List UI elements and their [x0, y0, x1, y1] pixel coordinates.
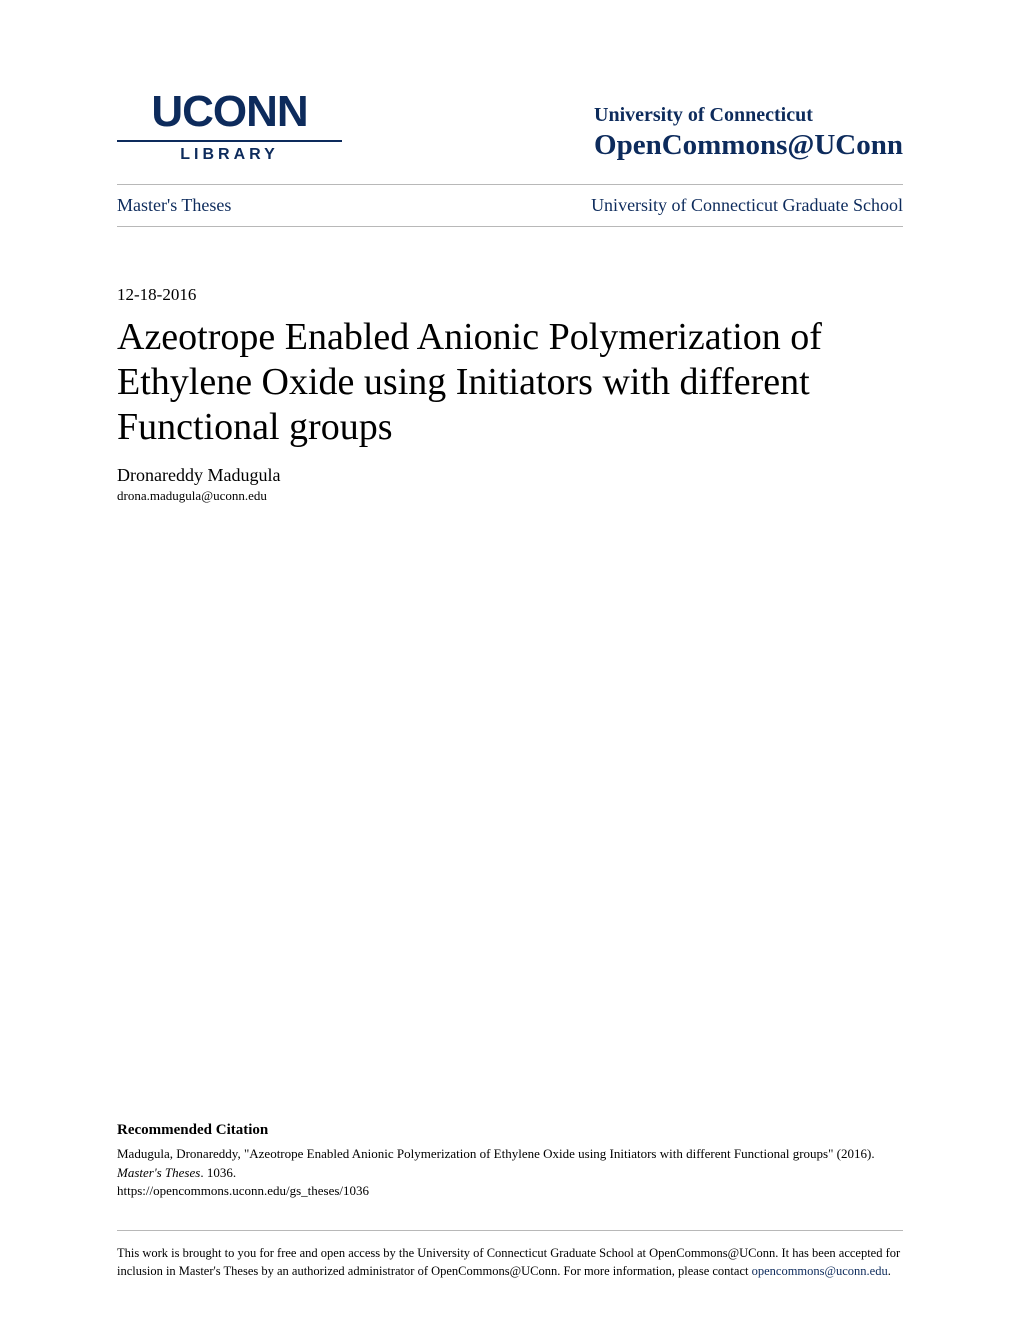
citation-heading: Recommended Citation — [117, 1122, 903, 1139]
nav-school-link[interactable]: University of Connecticut Graduate Schoo… — [591, 195, 903, 216]
logo-sub-text: LIBRARY — [180, 146, 279, 164]
university-name: University of Connecticut — [594, 104, 903, 127]
citation-part2: . 1036. — [200, 1165, 236, 1180]
citation-text: Madugula, Dronareddy, "Azeotrope Enabled… — [117, 1145, 903, 1200]
spacer — [117, 504, 903, 1122]
citation-section: Recommended Citation Madugula, Dronaredd… — [117, 1122, 903, 1200]
nav-collection-link[interactable]: Master's Theses — [117, 195, 231, 216]
citation-part1: Madugula, Dronareddy, "Azeotrope Enabled… — [117, 1146, 875, 1161]
citation-url: https://opencommons.uconn.edu/gs_theses/… — [117, 1183, 369, 1198]
citation-italic: Master's Theses — [117, 1165, 200, 1180]
footer-suffix: . — [888, 1264, 891, 1278]
author-email: drona.madugula@uconn.edu — [117, 488, 903, 504]
footer-email-link[interactable]: opencommons@uconn.edu — [752, 1264, 888, 1278]
author-name: Dronareddy Madugula — [117, 465, 903, 486]
document-title: Azeotrope Enabled Anionic Polymerization… — [117, 315, 903, 449]
logo-main-text: UCONN — [151, 90, 307, 134]
logo-divider — [117, 140, 342, 142]
logo-block: UCONN LIBRARY — [117, 90, 342, 164]
repository-name[interactable]: OpenCommons@UConn — [594, 129, 903, 162]
header-right: University of Connecticut OpenCommons@UC… — [594, 104, 903, 164]
nav-bar: Master's Theses University of Connecticu… — [117, 184, 903, 227]
publication-date: 12-18-2016 — [117, 285, 903, 305]
header: UCONN LIBRARY University of Connecticut … — [117, 90, 903, 164]
document-page: UCONN LIBRARY University of Connecticut … — [0, 0, 1020, 1320]
footer-text: This work is brought to you for free and… — [117, 1245, 903, 1280]
footer-divider — [117, 1230, 903, 1231]
